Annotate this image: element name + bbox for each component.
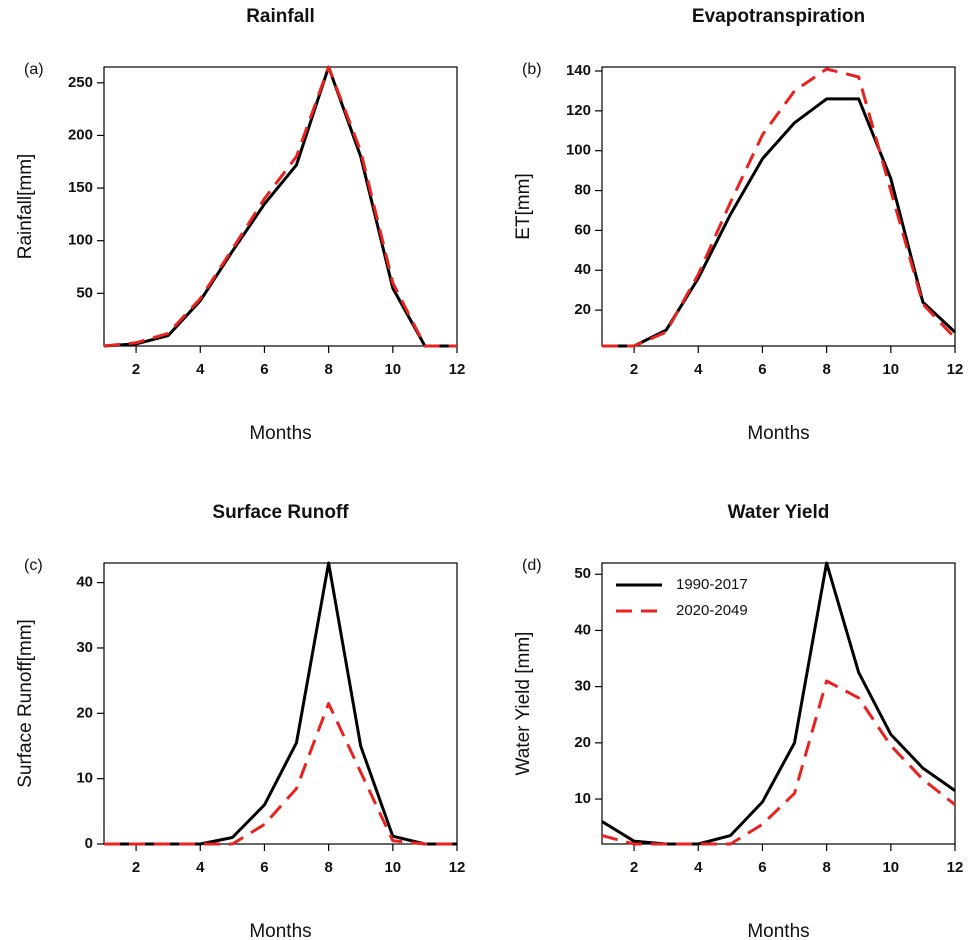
y-tick-label: 20	[574, 734, 591, 751]
x-axis-label: Months	[249, 921, 311, 940]
x-tick-label: 10	[384, 859, 401, 876]
series-line-baseline	[602, 97, 957, 348]
legend-label: 1990-2017	[676, 576, 748, 593]
x-tick-label: 6	[758, 859, 766, 876]
x-tick-label: 12	[947, 859, 964, 876]
chart-title: Evapotranspiration	[692, 6, 865, 27]
y-axis-label: ET[mm]	[513, 173, 534, 240]
x-tick-label: 10	[384, 361, 401, 378]
y-tick-label: 100	[68, 232, 93, 249]
y-tick-label: 120	[566, 102, 591, 119]
y-axis-label: Water Yield [mm]	[513, 632, 534, 776]
legend: 1990-2017 2020-2049	[616, 576, 748, 619]
series-line-future	[602, 67, 957, 348]
series-line-future	[601, 679, 956, 846]
series-line-future	[104, 702, 457, 846]
panel-letter: (d)	[522, 557, 542, 574]
chart-title: Rainfall	[246, 6, 315, 27]
y-tick-label: 80	[574, 182, 591, 199]
series-line-baseline	[103, 65, 457, 348]
panel-b: Evapotranspiration (b) Months ET[mm] 2 4 6 8 10 1…	[513, 6, 963, 444]
plot-frame	[601, 562, 956, 845]
x-tick-label: 6	[260, 859, 268, 876]
y-tick-label: 30	[574, 678, 591, 695]
panel-letter: (b)	[522, 61, 542, 78]
series-line-baseline	[104, 561, 457, 846]
series-line-future	[103, 65, 457, 348]
legend-label: 2020-2049	[676, 602, 748, 619]
x-tick-label: 2	[630, 361, 638, 378]
x-axis-label: Months	[249, 423, 311, 444]
x-axis-label: Months	[747, 423, 809, 444]
x-tick-label: 2	[132, 859, 140, 876]
chart-title: Water Yield	[728, 502, 830, 523]
y-tick-label: 10	[76, 770, 93, 787]
y-tick-label: 60	[574, 221, 591, 238]
y-tick-label: 250	[68, 74, 93, 91]
y-tick-label: 200	[68, 126, 93, 143]
y-tick-label: 40	[574, 621, 591, 638]
plot-frame	[103, 562, 458, 845]
y-tick-label: 40	[574, 261, 591, 278]
y-axis-label: Rainfall[mm]	[15, 154, 36, 260]
y-tick-label: 40	[76, 574, 93, 591]
x-tick-label: 4	[694, 361, 703, 378]
panel-d: Water Yield (d) Months Water Yield [mm] 2 4 6 8…	[513, 502, 963, 940]
y-tick-label: 50	[76, 284, 93, 301]
x-tick-label: 4	[196, 361, 205, 378]
x-tick-label: 12	[449, 859, 466, 876]
x-tick-label: 12	[449, 361, 466, 378]
y-tick-label: 100	[566, 142, 591, 159]
x-tick-label: 8	[822, 859, 830, 876]
y-tick-label: 50	[574, 565, 591, 582]
x-tick-label: 4	[694, 859, 703, 876]
x-tick-label: 6	[758, 361, 766, 378]
y-tick-label: 150	[68, 179, 93, 196]
panel-letter: (a)	[24, 61, 44, 78]
panel-letter: (c)	[24, 557, 43, 574]
y-axis-label: Surface Runoff[mm]	[15, 619, 36, 788]
panel-c: Surface Runoff (c) Months Surface Runoff[mm…	[15, 502, 465, 940]
y-tick-label: 30	[76, 639, 93, 656]
panel-a: Rainfall (a) Months Rainfall[mm] 2 4 6 8 10 12 50 1…	[15, 6, 465, 444]
x-tick-label: 12	[947, 361, 964, 378]
plot-frame	[601, 66, 956, 347]
x-tick-label: 10	[882, 361, 899, 378]
x-tick-label: 8	[324, 859, 332, 876]
y-tick-label: 10	[574, 790, 591, 807]
x-tick-label: 8	[822, 361, 830, 378]
y-tick-label: 140	[566, 62, 591, 79]
y-tick-label: 0	[85, 835, 93, 852]
x-tick-label: 6	[260, 361, 268, 378]
x-tick-label: 2	[132, 361, 140, 378]
y-tick-label: 20	[76, 704, 93, 721]
x-tick-label: 4	[196, 859, 205, 876]
x-axis-label: Months	[747, 921, 809, 940]
x-tick-label: 10	[882, 859, 899, 876]
series-line-baseline	[601, 561, 956, 846]
x-tick-label: 2	[630, 859, 638, 876]
chart-title: Surface Runoff	[212, 502, 349, 523]
plot-frame	[103, 66, 458, 347]
x-tick-label: 8	[324, 361, 332, 378]
y-tick-label: 20	[574, 301, 591, 318]
